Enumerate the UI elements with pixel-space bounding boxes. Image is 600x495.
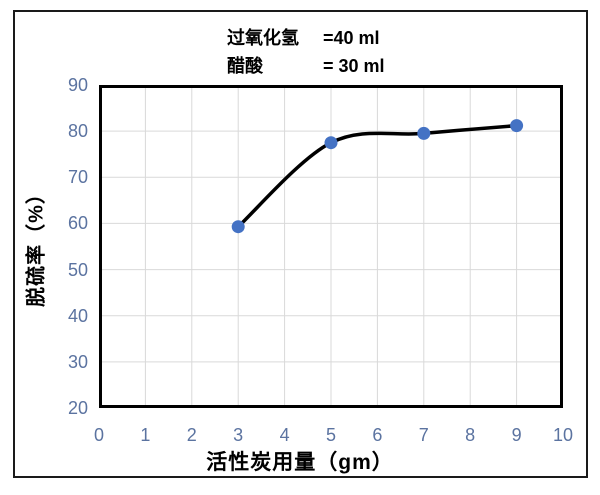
line-chart-plot-area xyxy=(99,85,563,408)
y-axis-title: 脱硫率（%） xyxy=(25,183,48,307)
x-axis-tick-label: 8 xyxy=(465,425,476,445)
x-axis-tick-label: 3 xyxy=(233,425,244,445)
data-point-marker xyxy=(324,136,338,150)
y-axis-tick-label: 50 xyxy=(67,259,88,280)
x-axis-tick-label: 10 xyxy=(552,425,574,445)
title-line-1-label: 过氧化氢 xyxy=(227,28,299,48)
x-axis-tick-label: 2 xyxy=(186,425,197,445)
data-point-marker xyxy=(231,220,245,234)
x-axis-tick-label: 5 xyxy=(325,425,336,445)
title-line-1: 过氧化氢 =40 ml xyxy=(227,24,385,52)
x-axis-tick-label: 9 xyxy=(511,425,522,445)
x-axis-tick-label: 1 xyxy=(140,425,151,445)
data-series-line xyxy=(236,123,519,229)
x-axis-title: 活性炭用量（gm） xyxy=(206,451,394,474)
y-axis-tick-label: 40 xyxy=(67,305,88,326)
title-line-2-label: 醋酸 xyxy=(227,56,263,76)
chart-title: 过氧化氢 =40 ml 醋酸 = 30 ml xyxy=(227,24,385,80)
data-point-marker xyxy=(510,119,524,133)
y-axis-tick-label: 80 xyxy=(67,121,88,142)
y-axis-tick-label: 60 xyxy=(67,213,88,234)
x-axis-tick-label: 4 xyxy=(279,425,290,445)
y-axis-tick-label: 70 xyxy=(67,167,88,188)
y-axis-tick-label: 20 xyxy=(67,398,88,418)
plot-border xyxy=(99,85,563,408)
title-line-2: 醋酸 = 30 ml xyxy=(227,52,385,80)
x-axis-tick-label: 7 xyxy=(418,425,429,445)
title-line-1-value: =40 ml xyxy=(323,28,380,48)
title-line-2-value: = 30 ml xyxy=(323,56,385,76)
x-axis-tick-label: 6 xyxy=(372,425,383,445)
data-point-marker xyxy=(417,126,431,140)
y-axis-tick-label: 90 xyxy=(67,75,88,95)
x-axis-tick-label: 0 xyxy=(93,425,104,445)
y-axis-tick-label: 30 xyxy=(67,351,88,372)
